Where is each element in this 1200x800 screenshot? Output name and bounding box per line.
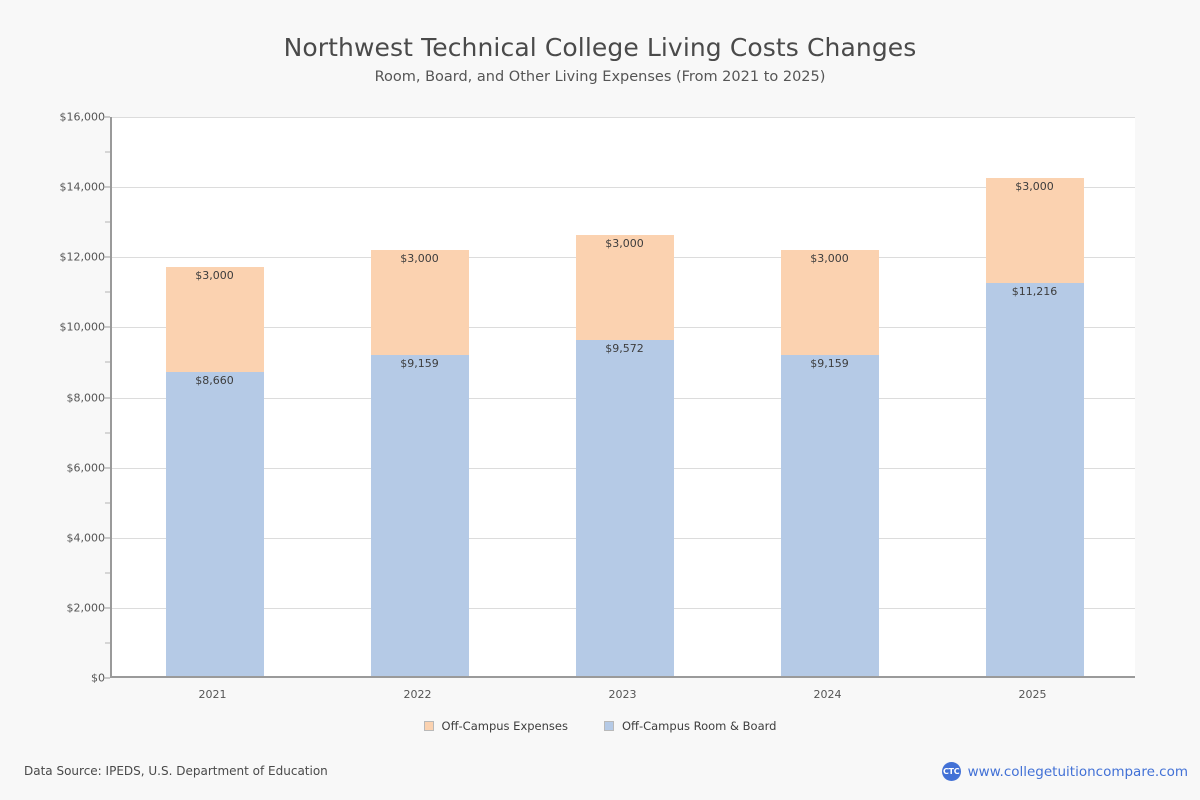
bar-stack-2023[interactable]: $9,572 $3,000	[575, 235, 674, 676]
bar-segment-room-board[interactable]	[985, 282, 1084, 676]
y-axis-minor-tick-mark	[105, 221, 110, 223]
bar-stack-2022[interactable]: $9,159 $3,000	[370, 249, 469, 676]
y-axis-minor-tick-mark	[105, 432, 110, 434]
y-axis-tick-mark	[103, 397, 110, 398]
x-axis-tick-label-2024: 2024	[813, 688, 842, 701]
legend-item-expenses[interactable]: Off-Campus Expenses	[423, 719, 568, 733]
bar-value-label-room-board: $11,216	[1011, 284, 1058, 298]
y-axis-minor-tick-mark	[105, 502, 110, 504]
y-axis-minor-tick-mark	[105, 572, 110, 574]
bar-segment-room-board[interactable]	[575, 340, 674, 676]
y-axis-tick-mark	[103, 607, 110, 609]
x-axis-tick-label-2022: 2022	[403, 688, 432, 701]
bar-segment-room-board[interactable]	[370, 354, 469, 676]
y-axis-tick-mark	[103, 256, 110, 258]
bar-segment-expenses[interactable]	[575, 235, 674, 341]
page-subtitle: Room, Board, and Other Living Expenses (…	[374, 69, 826, 85]
legend-swatch-icon	[603, 721, 614, 731]
y-axis-tick-label: $14,000	[59, 180, 106, 194]
chart-header: Northwest Technical College Living Costs…	[0, 0, 1200, 85]
bar-value-label-room-board: $9,159	[400, 356, 439, 370]
bar-segment-expenses[interactable]	[780, 249, 879, 355]
bar-value-label-expenses: $3,000	[195, 269, 234, 283]
bar-segment-expenses[interactable]	[370, 249, 469, 355]
page-title: Northwest Technical College Living Costs…	[283, 33, 917, 62]
bar-segment-room-board[interactable]	[165, 372, 264, 676]
x-axis-tick-label-2021: 2021	[198, 688, 227, 701]
legend-item-label: Off-Campus Room & Board	[621, 719, 777, 733]
y-axis-tick-label: $6,000	[66, 461, 106, 475]
y-axis-minor-tick-mark	[105, 291, 110, 293]
bar-segment-room-board[interactable]	[780, 354, 879, 676]
y-axis-tick-mark	[103, 326, 110, 328]
bar-stack-2021[interactable]: $8,660 $3,000	[165, 267, 264, 676]
bar-segment-expenses[interactable]	[985, 177, 1084, 283]
y-axis-tick-label: $2,000	[66, 601, 106, 615]
y-axis-tick-label: $12,000	[59, 250, 106, 264]
gridline	[112, 187, 1135, 189]
bar-segment-expenses[interactable]	[165, 267, 264, 373]
y-axis-tick-mark	[103, 116, 110, 118]
x-axis-tick-label-2025: 2025	[1018, 688, 1047, 701]
y-axis-tick-label: $0	[91, 671, 105, 685]
data-source-note: Data Source: IPEDS, U.S. Department of E…	[24, 764, 328, 778]
bar-stack-2024[interactable]: $9,159 $3,000	[780, 249, 879, 676]
legend-item-room-board[interactable]: Off-Campus Room & Board	[603, 719, 777, 733]
bar-value-label-expenses: $3,000	[400, 251, 439, 265]
y-axis-tick-label: $10,000	[59, 320, 106, 334]
brand-url-link[interactable]: www.collegetuitioncompare.com	[967, 763, 1188, 780]
y-axis-minor-tick-mark	[105, 151, 110, 153]
y-axis-tick-mark	[103, 677, 110, 679]
y-axis-tick-label: $16,000	[59, 110, 106, 124]
chart-plot-area: $8,660 $3,000 $9,159 $3,000 $9,572 $3,000 $9,1…	[110, 117, 1135, 678]
ctc-logo-icon: CTC	[941, 762, 961, 781]
y-axis-minor-tick-mark	[105, 642, 110, 644]
y-axis-tick-mark	[103, 467, 110, 469]
y-axis-tick-mark	[103, 537, 110, 539]
x-axis-tick-label-2023: 2023	[608, 688, 637, 701]
gridline	[112, 117, 1135, 118]
bar-value-label-expenses: $3,000	[810, 251, 849, 265]
legend-swatch-icon	[423, 721, 434, 731]
legend-item-label: Off-Campus Expenses	[441, 719, 568, 733]
chart-legend: Off-Campus Expenses Off-Campus Room & Boa…	[0, 719, 1200, 733]
y-axis-minor-tick-mark	[105, 361, 110, 363]
bar-value-label-room-board: $9,572	[605, 342, 644, 356]
bar-value-label-expenses: $3,000	[605, 237, 644, 251]
brand-footer[interactable]: CTC www.collegetuitioncompare.com	[941, 762, 1188, 781]
bar-value-label-room-board: $8,660	[195, 374, 234, 388]
y-axis-tick-label: $8,000	[66, 391, 106, 404]
bar-value-label-expenses: $3,000	[1015, 179, 1054, 193]
bar-stack-2025[interactable]: $11,216 $3,000	[985, 177, 1084, 676]
bar-value-label-room-board: $9,159	[810, 356, 849, 370]
y-axis-tick-mark	[103, 186, 110, 188]
y-axis-tick-label: $4,000	[66, 531, 106, 545]
